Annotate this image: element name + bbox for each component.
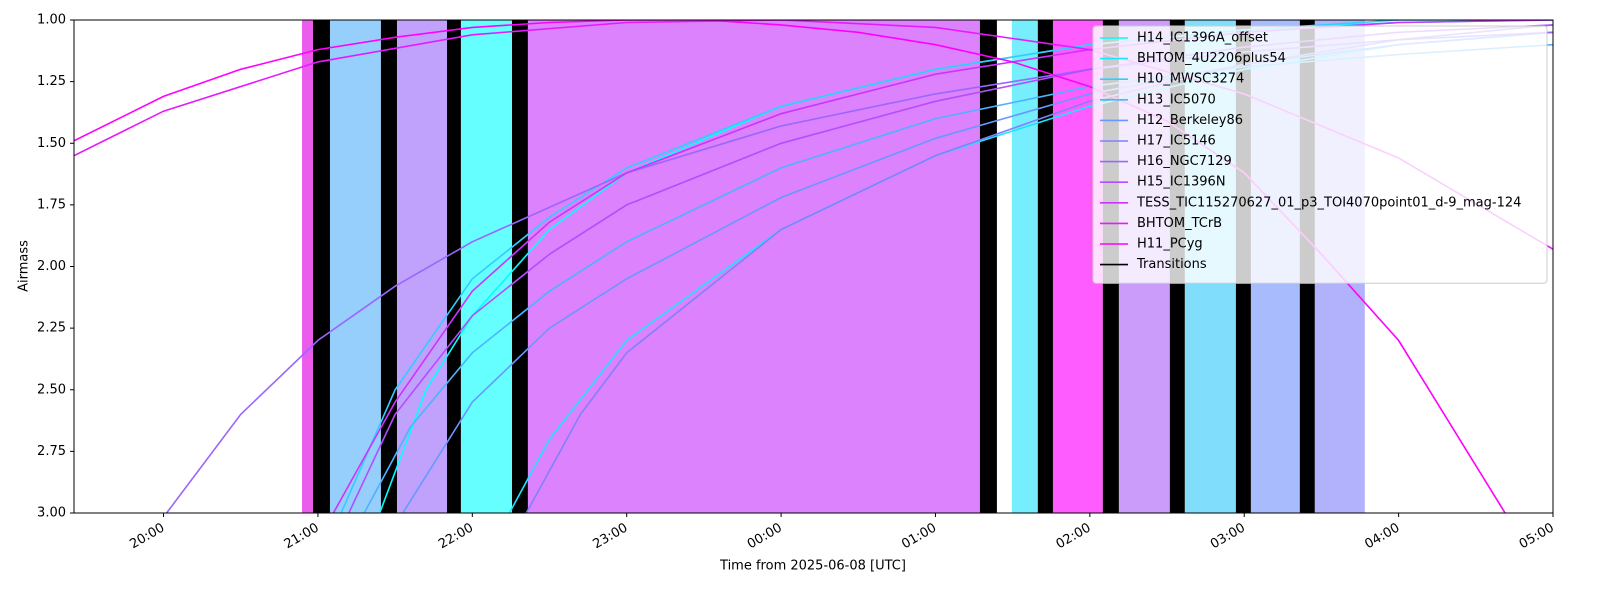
- x-tick-label: 23:00: [590, 521, 630, 553]
- x-tick-label: 21:00: [282, 521, 322, 553]
- y-tick-label: 2.25: [37, 321, 66, 336]
- legend-label: Transitions: [1136, 257, 1207, 272]
- y-tick-label: 1.75: [37, 197, 66, 212]
- legend-label: TESS_TIC115270627_01_p3_TOI4070point01_d…: [1136, 195, 1521, 210]
- legend-label: H17_IC5146: [1137, 134, 1216, 149]
- legend-label: H12_Berkeley86: [1137, 113, 1243, 128]
- legend-label: BHTOM_TCrB: [1137, 216, 1222, 231]
- x-tick-label: 05:00: [1517, 521, 1557, 553]
- x-tick-label: 22:00: [436, 521, 476, 553]
- transition: [446, 20, 461, 513]
- legend-label: H15_IC1396N: [1137, 175, 1226, 190]
- legend-label: H14_IC1396A_offset: [1137, 31, 1268, 46]
- observation-block: [302, 20, 313, 513]
- x-tick-label: 01:00: [899, 521, 939, 553]
- y-tick-label: 1.25: [37, 74, 66, 89]
- transition: [979, 20, 997, 513]
- transition: [1037, 20, 1053, 513]
- x-tick-label: 02:00: [1054, 521, 1094, 553]
- observation-block: [329, 20, 381, 513]
- x-tick-label: 03:00: [1208, 521, 1248, 553]
- legend-label: H11_PCyg: [1137, 237, 1203, 252]
- legend: H14_IC1396A_offset BHTOM_4U2206plus54 H10_…: [1092, 25, 1548, 284]
- y-tick-label: 2.50: [37, 382, 66, 397]
- transition: [380, 20, 397, 513]
- legend-label: H13_IC5070: [1137, 92, 1216, 107]
- transition: [312, 20, 330, 513]
- y-tick-label: 2.75: [37, 444, 66, 459]
- observation-block: [396, 20, 447, 513]
- observation-block: [527, 20, 980, 513]
- y-tick-label: 1.50: [37, 136, 66, 151]
- y-axis-label: Airmass: [17, 240, 32, 292]
- x-tick-label: 20:00: [127, 521, 167, 553]
- legend-box: [1092, 25, 1548, 284]
- legend-label: H16_NGC7129: [1137, 154, 1232, 169]
- observation-block: [1011, 20, 1038, 513]
- y-tick-label: 3.00: [37, 506, 66, 521]
- legend-label: H10_MWSC3274: [1137, 72, 1244, 87]
- x-axis-label: Time from 2025-06-08 [UTC]: [719, 559, 906, 574]
- x-tick-label: 00:00: [745, 521, 785, 553]
- y-tick-label: 1.00: [37, 13, 66, 28]
- x-tick-label: 04:00: [1362, 521, 1402, 553]
- transition: [511, 20, 528, 513]
- y-tick-label: 2.00: [37, 259, 66, 274]
- legend-label: BHTOM_4U2206plus54: [1137, 51, 1286, 66]
